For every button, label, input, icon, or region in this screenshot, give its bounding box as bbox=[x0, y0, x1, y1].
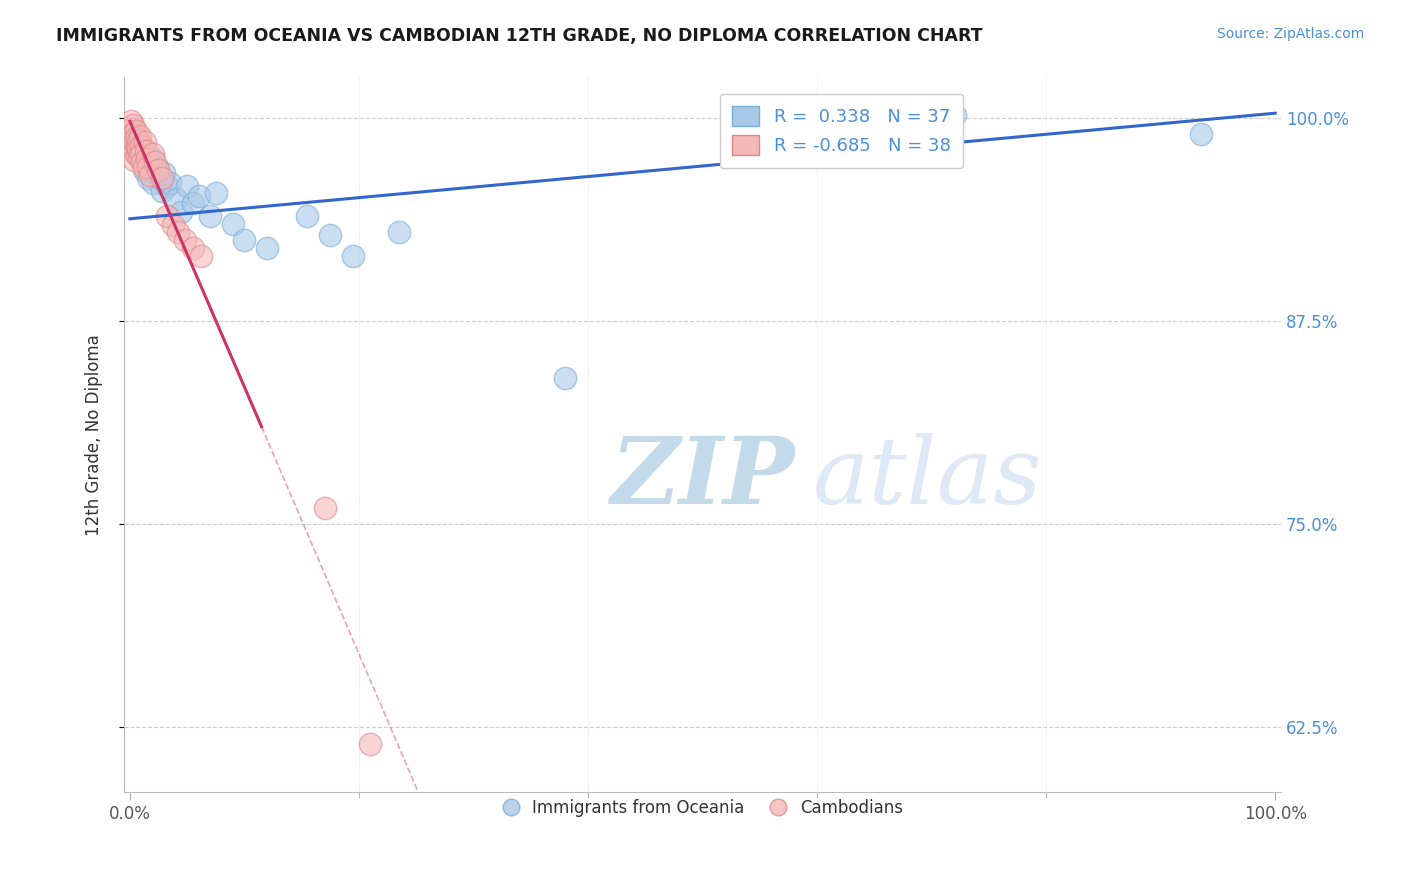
Point bbox=[121, 128, 143, 142]
Point bbox=[124, 136, 146, 150]
Point bbox=[124, 122, 146, 136]
Point bbox=[121, 140, 143, 154]
Point bbox=[131, 138, 153, 153]
Point bbox=[181, 195, 204, 210]
Point bbox=[162, 219, 184, 233]
Point bbox=[142, 146, 165, 161]
Point bbox=[128, 150, 150, 164]
Point bbox=[233, 233, 256, 247]
Point bbox=[143, 155, 166, 169]
Point bbox=[159, 176, 181, 190]
Point bbox=[124, 153, 146, 168]
Point bbox=[148, 163, 170, 178]
Point bbox=[132, 160, 155, 174]
Point bbox=[134, 144, 156, 158]
Point bbox=[125, 140, 148, 154]
Text: IMMIGRANTS FROM OCEANIA VS CAMBODIAN 12TH GRADE, NO DIPLOMA CORRELATION CHART: IMMIGRANTS FROM OCEANIA VS CAMBODIAN 12T… bbox=[56, 27, 983, 45]
Point bbox=[187, 189, 209, 203]
Point bbox=[131, 146, 153, 161]
Point bbox=[222, 217, 245, 231]
Point bbox=[122, 118, 145, 132]
Point bbox=[176, 179, 198, 194]
Point bbox=[120, 114, 142, 128]
Point bbox=[127, 142, 149, 156]
Point bbox=[943, 108, 966, 122]
Point bbox=[136, 171, 159, 186]
Point bbox=[142, 176, 165, 190]
Point bbox=[143, 166, 166, 180]
Text: ZIP: ZIP bbox=[610, 433, 794, 523]
Point bbox=[297, 209, 319, 223]
Point bbox=[120, 122, 142, 136]
Point bbox=[125, 148, 148, 162]
Point bbox=[204, 186, 226, 200]
Point bbox=[167, 225, 190, 239]
Point bbox=[124, 130, 146, 145]
Point bbox=[554, 371, 576, 385]
Point bbox=[132, 163, 155, 178]
Point bbox=[122, 136, 145, 151]
Point bbox=[181, 241, 204, 255]
Point bbox=[124, 145, 146, 160]
Point bbox=[155, 179, 177, 194]
Point bbox=[139, 168, 162, 182]
Point bbox=[149, 171, 172, 186]
Point bbox=[136, 160, 159, 174]
Point bbox=[165, 192, 187, 206]
Point bbox=[128, 134, 150, 148]
Point bbox=[256, 241, 278, 255]
Point bbox=[153, 166, 176, 180]
Point bbox=[170, 205, 193, 219]
Point bbox=[129, 128, 152, 143]
Point bbox=[134, 136, 156, 150]
Point bbox=[319, 227, 342, 242]
Point bbox=[314, 500, 336, 515]
Point bbox=[150, 171, 173, 186]
Point bbox=[1189, 128, 1212, 142]
Point bbox=[124, 124, 146, 138]
Point bbox=[388, 225, 411, 239]
Point bbox=[136, 156, 159, 170]
Text: atlas: atlas bbox=[813, 433, 1042, 523]
Point bbox=[142, 152, 165, 166]
Point bbox=[198, 209, 221, 223]
Point bbox=[150, 184, 173, 198]
Point bbox=[359, 737, 381, 751]
Point bbox=[132, 153, 155, 168]
Point bbox=[127, 134, 149, 148]
Point bbox=[121, 130, 143, 145]
Point bbox=[136, 152, 159, 166]
Legend: Immigrants from Oceania, Cambodians: Immigrants from Oceania, Cambodians bbox=[496, 792, 910, 823]
Point bbox=[146, 160, 169, 174]
Point bbox=[131, 155, 153, 169]
Point bbox=[155, 209, 177, 223]
Point bbox=[135, 144, 157, 158]
Point bbox=[173, 233, 195, 247]
Point bbox=[190, 249, 212, 263]
Point bbox=[139, 163, 162, 178]
Text: Source: ZipAtlas.com: Source: ZipAtlas.com bbox=[1216, 27, 1364, 41]
Point bbox=[128, 146, 150, 161]
Y-axis label: 12th Grade, No Diploma: 12th Grade, No Diploma bbox=[86, 334, 103, 536]
Point bbox=[342, 249, 364, 263]
Point bbox=[122, 128, 145, 142]
